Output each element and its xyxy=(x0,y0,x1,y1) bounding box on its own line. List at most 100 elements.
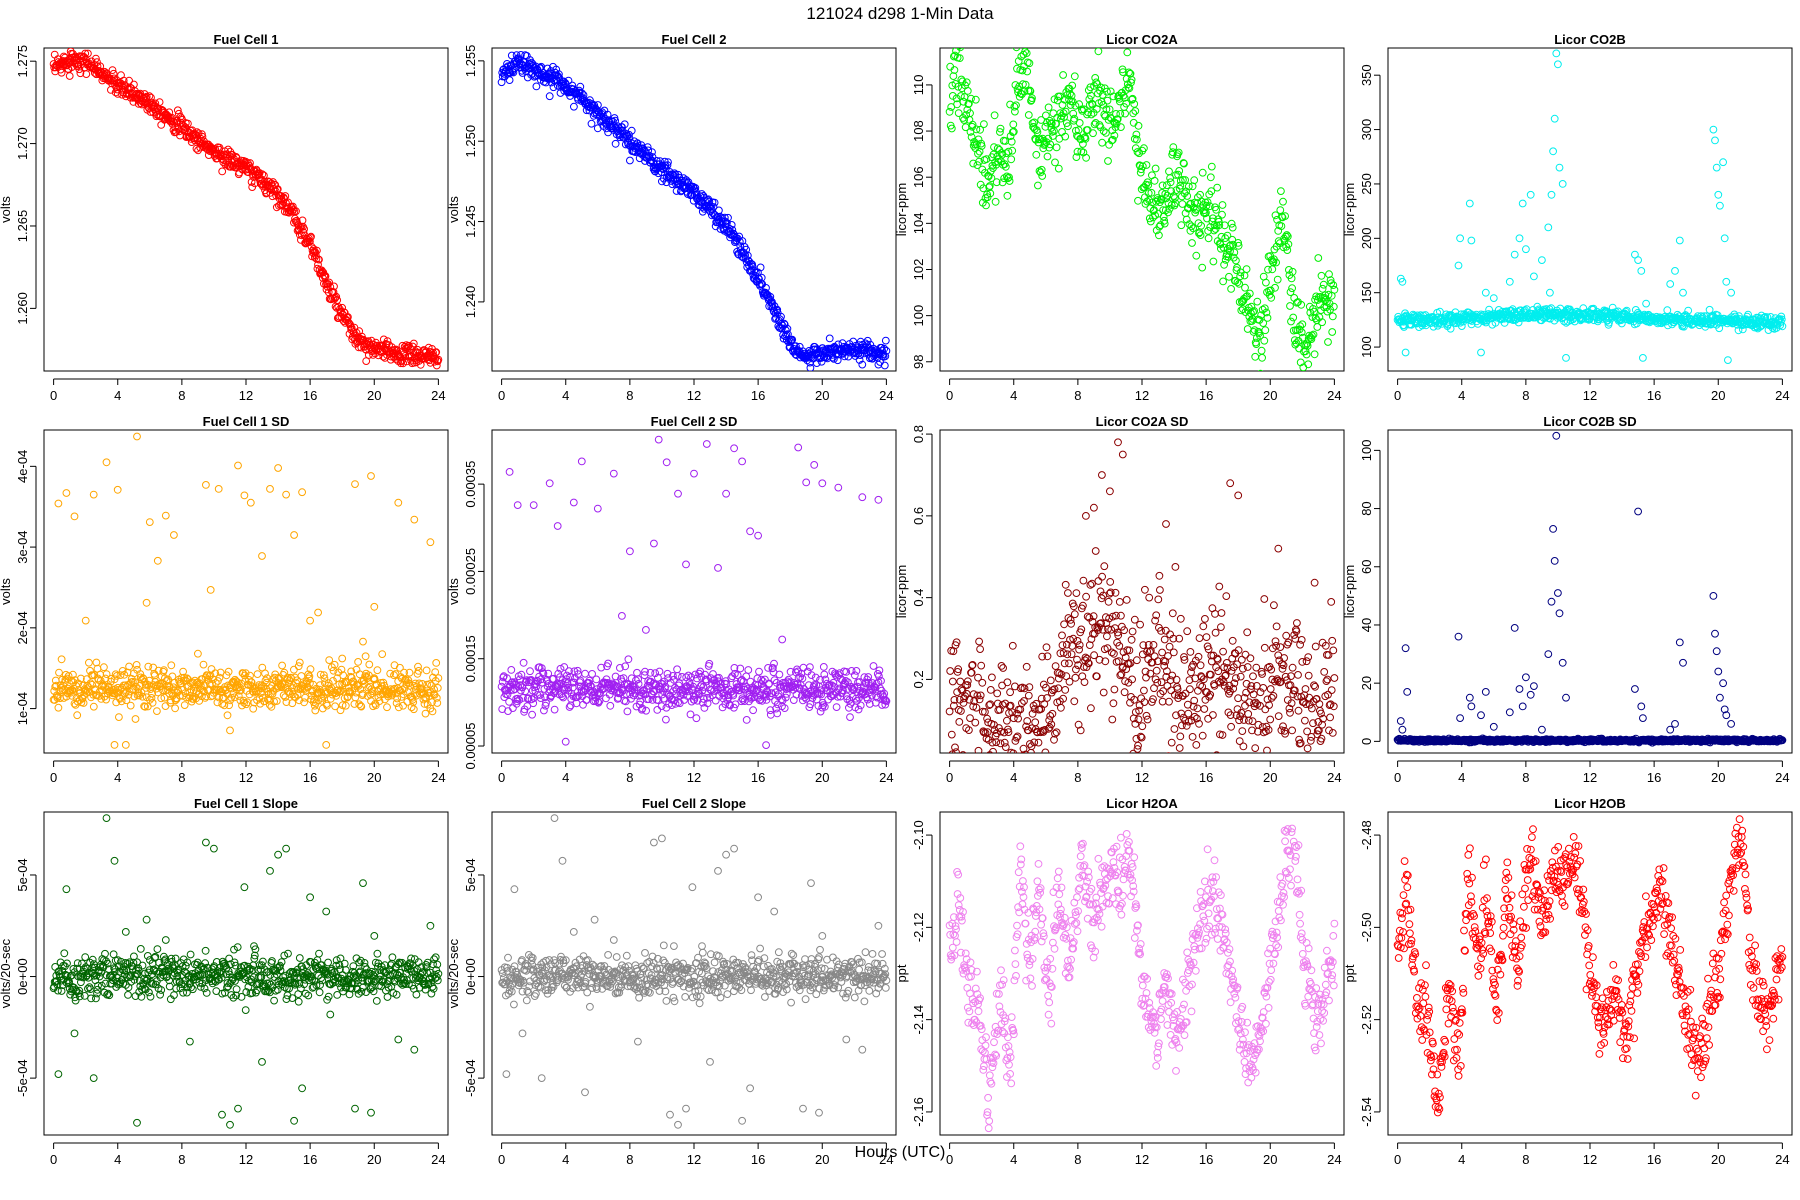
data-point xyxy=(1301,347,1310,356)
data-point xyxy=(1102,105,1111,114)
data-point xyxy=(967,94,975,103)
data-point xyxy=(1051,158,1059,167)
outlier-point xyxy=(1526,190,1535,199)
data-point xyxy=(976,125,984,134)
data-point xyxy=(132,682,140,691)
data-point xyxy=(1067,91,1076,100)
data-point xyxy=(736,664,745,673)
data-point xyxy=(1250,307,1258,315)
data-point xyxy=(1018,66,1027,75)
data-point xyxy=(1072,153,1081,162)
data-point xyxy=(1030,738,1039,747)
data-point xyxy=(1302,395,1309,402)
data-point xyxy=(698,686,707,695)
data-point xyxy=(432,348,441,357)
outlier-point xyxy=(145,518,154,526)
data-point xyxy=(1054,674,1063,683)
data-point xyxy=(230,693,239,702)
data-point xyxy=(1281,212,1289,221)
data-point xyxy=(1091,74,1100,82)
data-point xyxy=(550,705,559,714)
data-point xyxy=(260,171,268,180)
outlier-point xyxy=(874,495,883,504)
data-point xyxy=(422,666,431,675)
data-point xyxy=(1316,300,1324,309)
outlier-point xyxy=(1549,147,1557,156)
plot-frame xyxy=(43,429,449,754)
data-point xyxy=(766,706,775,715)
data-point xyxy=(820,353,829,362)
data-point xyxy=(656,157,664,166)
data-point xyxy=(773,700,782,709)
data-point xyxy=(225,701,234,710)
data-point xyxy=(1017,752,1022,753)
x-tick-label: 8 xyxy=(1074,388,1081,403)
data-point xyxy=(1197,197,1206,206)
data-point xyxy=(1140,144,1148,153)
data-point xyxy=(160,666,168,674)
y-tick-label: 108 xyxy=(911,120,926,142)
data-point xyxy=(1252,340,1261,349)
data-point xyxy=(1023,39,1030,46)
data-point xyxy=(1086,83,1095,92)
data-point xyxy=(968,661,977,669)
data-point xyxy=(573,666,582,675)
data-point xyxy=(54,692,62,701)
data-point xyxy=(355,700,364,709)
data-point xyxy=(683,692,692,700)
data-point xyxy=(1074,126,1083,135)
outlier-point xyxy=(1550,114,1559,123)
data-point xyxy=(948,92,957,100)
outlier-point xyxy=(338,654,347,663)
data-point xyxy=(241,157,250,166)
data-point xyxy=(1182,215,1191,224)
data-point xyxy=(1030,772,1037,779)
data-point xyxy=(509,704,517,712)
data-point xyxy=(1022,795,1029,802)
data-point xyxy=(1011,757,1018,764)
outlier-point xyxy=(258,552,266,560)
outlier-point xyxy=(81,616,90,625)
data-point xyxy=(555,70,563,79)
data-point xyxy=(249,704,258,713)
data-point xyxy=(965,99,973,108)
data-point xyxy=(973,140,981,149)
data-point xyxy=(993,144,1002,153)
data-point xyxy=(393,694,402,703)
y-tick-label: 0.00005 xyxy=(463,723,478,770)
data-point xyxy=(414,667,423,675)
data-point xyxy=(945,707,954,716)
data-point xyxy=(547,78,556,87)
data-point xyxy=(148,698,157,707)
data-point xyxy=(1050,127,1058,135)
outlier-point xyxy=(394,357,403,366)
data-point xyxy=(1005,173,1013,182)
data-point xyxy=(1202,201,1211,210)
data-point xyxy=(1072,665,1080,674)
data-point xyxy=(126,701,135,710)
x-tick-label: 24 xyxy=(431,770,445,785)
data-point xyxy=(311,706,320,715)
data-point xyxy=(975,637,983,646)
y-tick-label: 106 xyxy=(911,166,926,188)
x-tick-label: 16 xyxy=(303,388,317,403)
data-point xyxy=(1562,318,1571,327)
data-point xyxy=(766,292,775,301)
data-point xyxy=(693,674,701,683)
outlier-point xyxy=(57,68,66,77)
data-point xyxy=(992,729,1001,738)
outlier-point xyxy=(505,468,514,476)
data-point xyxy=(148,689,157,698)
data-point xyxy=(1329,281,1338,290)
data-point xyxy=(271,187,280,196)
data-point xyxy=(689,682,698,691)
data-point xyxy=(983,765,990,772)
data-point xyxy=(428,698,436,707)
data-point xyxy=(1075,641,1084,649)
data-point xyxy=(825,334,834,343)
data-point xyxy=(709,203,718,211)
data-point xyxy=(564,76,573,85)
data-point xyxy=(1310,350,1319,359)
plot-frame xyxy=(491,429,897,754)
